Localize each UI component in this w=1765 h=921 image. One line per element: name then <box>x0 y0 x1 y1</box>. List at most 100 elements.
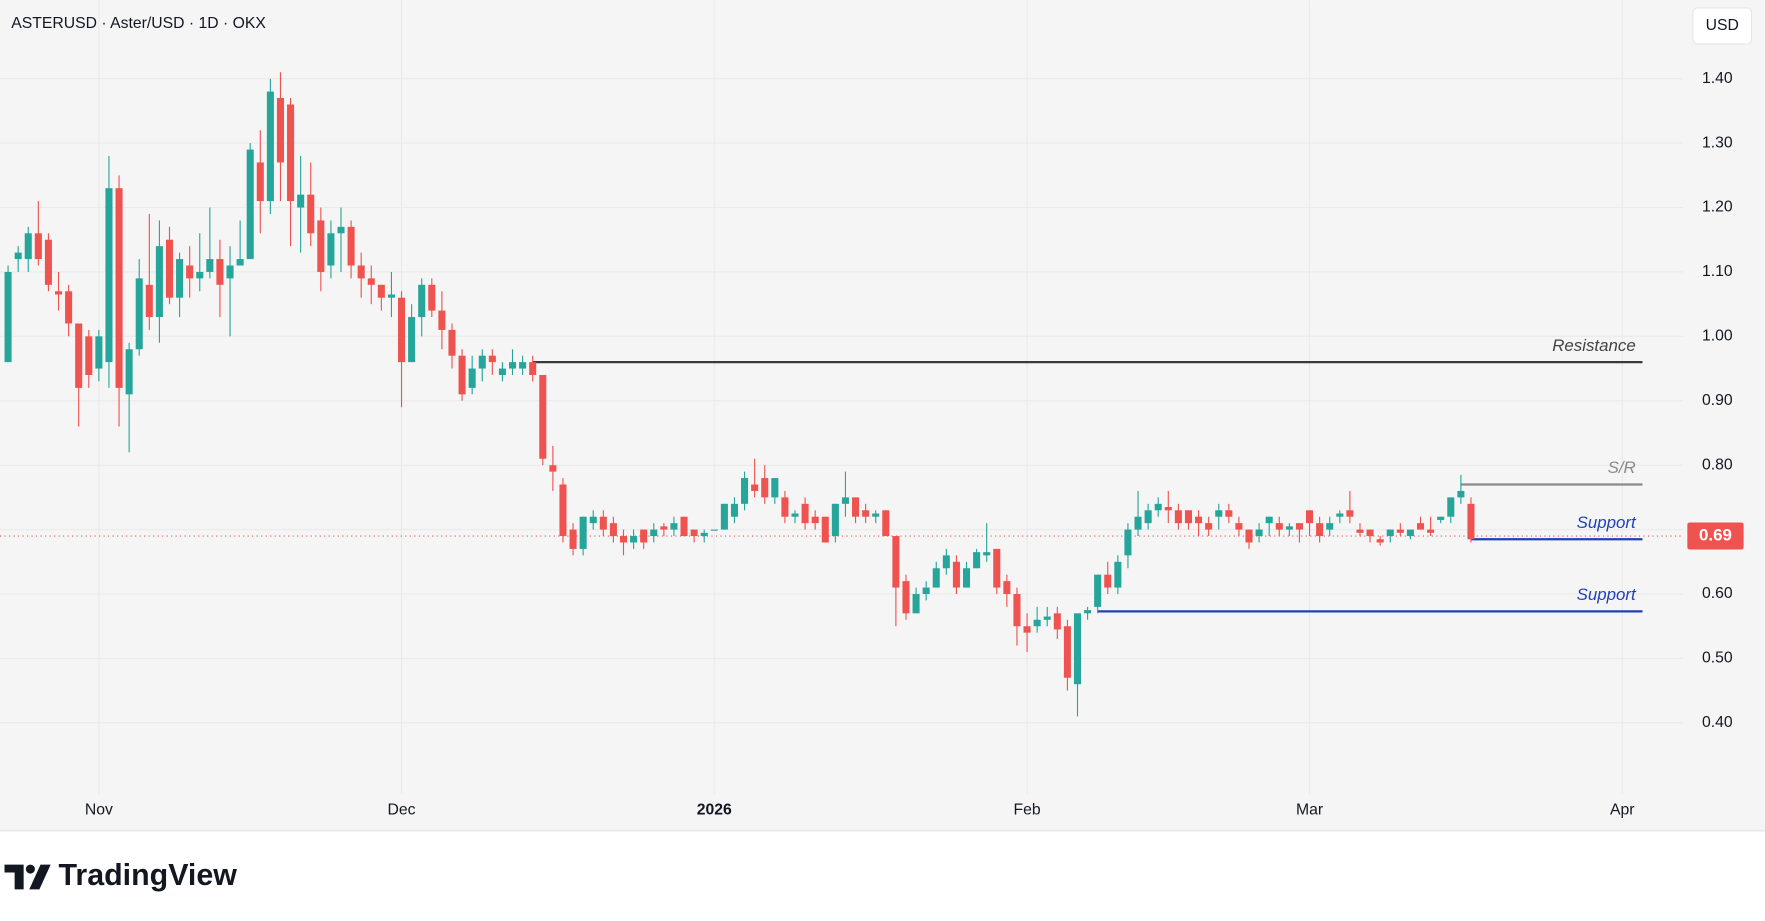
candle-body <box>539 375 547 459</box>
candle-body <box>1416 523 1425 530</box>
candle-body <box>1356 529 1364 533</box>
candle-body <box>4 271 12 363</box>
candle-body <box>488 355 496 363</box>
candle-body <box>1457 490 1465 498</box>
candle-body <box>761 478 769 498</box>
candle-body <box>670 523 678 530</box>
candle-body <box>44 239 52 285</box>
last-price-badge <box>1687 522 1744 550</box>
candle-body <box>176 259 184 298</box>
candle-body <box>216 259 224 285</box>
currency-label[interactable]: USD <box>1706 17 1739 34</box>
y-tick-label: 0.80 <box>1702 456 1733 473</box>
candle-body <box>619 536 628 543</box>
candle-body <box>428 284 436 311</box>
x-tick-label: Apr <box>1610 802 1635 819</box>
candle-body <box>529 362 537 376</box>
candle-body <box>448 329 456 356</box>
candle-body <box>1366 529 1374 537</box>
candle-body <box>34 233 42 260</box>
candle-body <box>1265 516 1273 524</box>
logo-shape <box>4 864 24 890</box>
candle-body <box>1275 523 1283 530</box>
candle-body <box>105 188 113 363</box>
candle-body <box>599 516 607 530</box>
x-tick-label: 2026 <box>697 802 732 819</box>
candle-body <box>317 220 325 272</box>
candle-body <box>700 532 708 537</box>
level-label: Resistance <box>1552 336 1635 355</box>
candle-body <box>1326 523 1334 530</box>
candle-body <box>1336 513 1344 517</box>
candle-body <box>307 194 315 234</box>
candle-body <box>1124 529 1132 556</box>
y-tick-label: 0.60 <box>1702 585 1733 602</box>
candle-body <box>508 362 517 369</box>
candle-body <box>327 233 335 266</box>
candle-body <box>1195 516 1203 524</box>
candle-body <box>498 368 506 376</box>
y-tick-label: 1.40 <box>1702 70 1733 87</box>
candle-body <box>1003 581 1011 595</box>
candle-body <box>145 284 153 318</box>
candle-body <box>872 513 880 517</box>
brand-name: TradingView <box>59 858 238 892</box>
y-tick-label: 0.50 <box>1702 650 1733 667</box>
candle-body <box>559 484 567 537</box>
candle-body <box>438 310 446 330</box>
labels: 0.400.500.600.700.800.901.001.101.201.30… <box>85 70 1744 819</box>
candle-body <box>852 497 860 517</box>
candle-body <box>660 526 668 530</box>
candle-body <box>983 552 991 556</box>
candle-body <box>1114 561 1122 588</box>
candle-body <box>1164 507 1172 511</box>
candle-body <box>387 294 395 298</box>
candle-body <box>690 529 698 537</box>
candle-body <box>1154 503 1162 511</box>
chart-title: ASTERUSD · Aster/USD · 1D · OKX <box>11 15 266 32</box>
candle-body <box>1306 510 1314 524</box>
logo-shape <box>25 864 35 874</box>
candle-body <box>831 503 839 537</box>
candle-body <box>398 297 406 363</box>
candle-body <box>256 162 264 202</box>
candle-body <box>720 503 728 530</box>
x-tick-label: Feb <box>1013 802 1040 819</box>
candle-body <box>932 568 940 588</box>
candle-body <box>1134 516 1142 530</box>
candle-body <box>226 265 234 279</box>
candle-body <box>1215 510 1223 517</box>
candle-body <box>297 194 305 208</box>
candle-body <box>1073 613 1082 685</box>
candle-body <box>811 516 819 524</box>
y-tick-label: 1.10 <box>1702 263 1733 280</box>
candle-body <box>1094 574 1102 607</box>
candle-body <box>1346 510 1354 517</box>
x-tick-label: Nov <box>85 802 113 819</box>
candle-body <box>1205 523 1213 530</box>
chart-background <box>0 0 1765 831</box>
candle-body <box>741 478 749 504</box>
candle-body <box>1255 529 1263 537</box>
candle-body <box>1437 516 1445 520</box>
currency-button[interactable] <box>1692 7 1753 45</box>
last-price-label: 0.69 <box>1699 525 1732 544</box>
candle-body <box>377 284 385 298</box>
candle-body <box>186 265 194 279</box>
x-tick-label: Dec <box>388 802 416 819</box>
candle-body <box>95 336 103 369</box>
candle-body <box>65 291 73 324</box>
candles <box>4 72 1475 717</box>
candle-body <box>125 349 133 395</box>
candle-body <box>1295 523 1303 530</box>
candle-body <box>1023 626 1031 633</box>
candle-body <box>1144 510 1152 524</box>
candle-body <box>1447 497 1455 517</box>
candle-body <box>579 516 587 549</box>
candle-body <box>1376 539 1384 543</box>
candle-body <box>1386 529 1394 537</box>
candle-body <box>54 291 63 295</box>
candle-body <box>1316 523 1324 537</box>
candle-body <box>589 516 597 524</box>
